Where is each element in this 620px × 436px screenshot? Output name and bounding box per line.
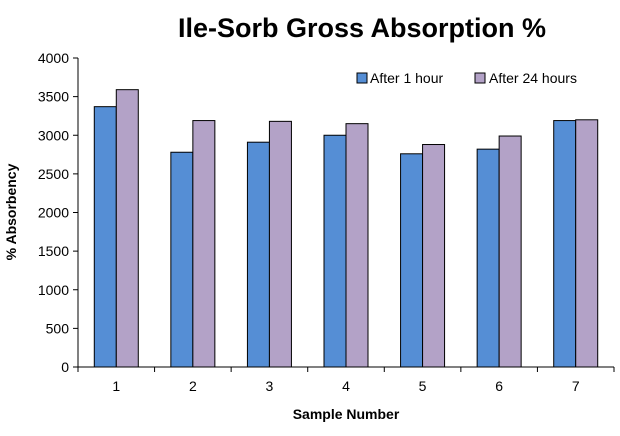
y-tick-label: 2000: [38, 205, 69, 221]
bar-after-1-hour-sample-2: [170, 151, 194, 368]
y-axis-label: % Absorbency: [3, 163, 19, 260]
bar-after-1-hour-sample-5: [400, 153, 424, 368]
y-tick-label: 0: [61, 359, 69, 375]
x-tick-label: 6: [495, 378, 503, 394]
x-tick-label: 7: [572, 378, 580, 394]
bar-after-24-hours-sample-2: [192, 120, 216, 368]
bar-after-1-hour-sample-4: [323, 134, 347, 368]
legend-label-after-24-hours: After 24 hours: [489, 70, 577, 86]
x-tick-label: 2: [189, 378, 197, 394]
legend: After 1 hour After 24 hours: [356, 70, 577, 86]
legend-swatch-after-24-hours: [474, 72, 486, 84]
plot-area: 0 500 1000 1500 2000 2500 3000 3500 4000 1 2 3 4 5 6 7: [38, 50, 615, 394]
y-tick-label: 4000: [38, 50, 69, 66]
bar-after-24-hours-sample-6: [498, 135, 522, 368]
x-tick-label: 4: [342, 378, 350, 394]
y-tick-label: 3500: [38, 89, 69, 105]
y-tick-label: 1000: [38, 282, 69, 298]
bar-after-1-hour-sample-7: [553, 120, 577, 368]
bar-after-24-hours-sample-7: [575, 119, 599, 368]
x-axis-label: Sample Number: [293, 406, 400, 422]
bar-after-1-hour-sample-3: [246, 141, 270, 368]
x-tick-label: 5: [419, 378, 427, 394]
legend-swatch-after-1-hour: [356, 72, 368, 84]
x-tick-label: 1: [112, 378, 120, 394]
bar-after-24-hours-sample-4: [345, 123, 369, 368]
bar-after-24-hours-sample-1: [115, 89, 139, 368]
y-tick-label: 2500: [38, 166, 69, 182]
bar-after-1-hour-sample-1: [93, 106, 117, 368]
y-tick-label: 3000: [38, 127, 69, 143]
legend-label-after-1-hour: After 1 hour: [370, 70, 443, 86]
y-tick-label: 1500: [38, 243, 69, 259]
bar-after-24-hours-sample-5: [422, 144, 446, 368]
x-tick-label: 3: [266, 378, 274, 394]
bar-after-24-hours-sample-3: [268, 120, 292, 368]
y-tick-label: 500: [46, 320, 70, 336]
bar-after-1-hour-sample-6: [476, 148, 500, 368]
chart-title: Ile-Sorb Gross Absorption %: [178, 13, 546, 43]
